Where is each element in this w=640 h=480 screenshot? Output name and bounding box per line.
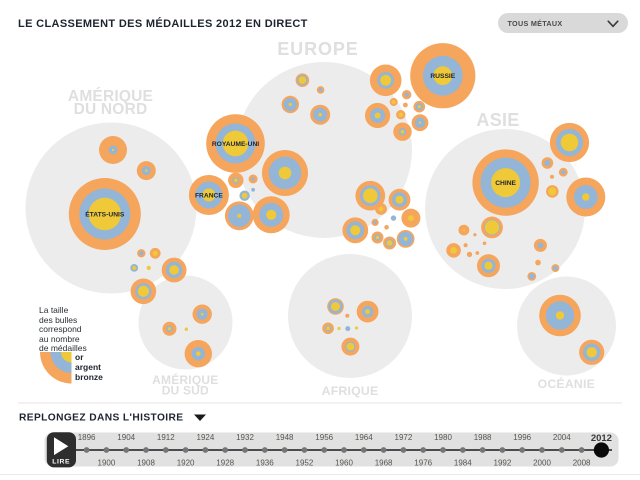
svg-text:AFRIQUE: AFRIQUE [322,384,379,398]
svg-text:LIRE: LIRE [52,458,70,465]
svg-text:1896: 1896 [78,433,96,442]
svg-text:1988: 1988 [474,433,492,442]
svg-text:1924: 1924 [197,433,215,442]
svg-text:1996: 1996 [513,433,531,442]
svg-text:2004: 2004 [553,433,571,442]
svg-text:FRANCE: FRANCE [195,193,223,200]
svg-text:1976: 1976 [414,459,432,468]
svg-text:DU NORD: DU NORD [74,101,148,118]
svg-text:OCÉANIE: OCÉANIE [538,376,595,391]
svg-text:DU SUD: DU SUD [162,384,209,398]
svg-text:2008: 2008 [573,459,591,468]
svg-text:1952: 1952 [296,459,314,468]
svg-text:1932: 1932 [236,433,254,442]
svg-text:1960: 1960 [335,459,353,468]
svg-text:ÉTATS-UNIS: ÉTATS-UNIS [85,210,125,219]
svg-text:RUSSIE: RUSSIE [430,73,455,80]
svg-text:2012: 2012 [591,433,612,444]
svg-text:EUROPE: EUROPE [277,39,358,59]
svg-text:1912: 1912 [157,433,175,442]
svg-text:1928: 1928 [216,459,234,468]
svg-text:1992: 1992 [494,459,512,468]
svg-text:ASIE: ASIE [476,110,519,130]
svg-text:1920: 1920 [177,459,195,468]
svg-text:1980: 1980 [434,433,452,442]
svg-text:CHINE: CHINE [495,180,516,187]
svg-text:2000: 2000 [533,459,551,468]
svg-text:1968: 1968 [375,459,393,468]
svg-text:1904: 1904 [117,433,135,442]
svg-text:1972: 1972 [395,433,413,442]
svg-text:AMÉRIQUE: AMÉRIQUE [152,372,218,387]
svg-text:1956: 1956 [315,433,333,442]
svg-text:or: or [75,352,84,362]
svg-text:AMÉRIQUE: AMÉRIQUE [68,88,153,105]
svg-text:1964: 1964 [355,433,373,442]
svg-text:1900: 1900 [98,459,116,468]
svg-text:1908: 1908 [137,459,155,468]
svg-text:1936: 1936 [256,459,274,468]
svg-text:1984: 1984 [454,459,472,468]
svg-text:argent: argent [75,362,101,372]
svg-text:1948: 1948 [276,433,294,442]
svg-text:bronze: bronze [75,372,103,382]
svg-text:ROYAUME-UNI: ROYAUME-UNI [212,141,259,148]
svg-text:REPLONGEZ DANS L'HISTOIRE: REPLONGEZ DANS L'HISTOIRE [19,413,184,424]
